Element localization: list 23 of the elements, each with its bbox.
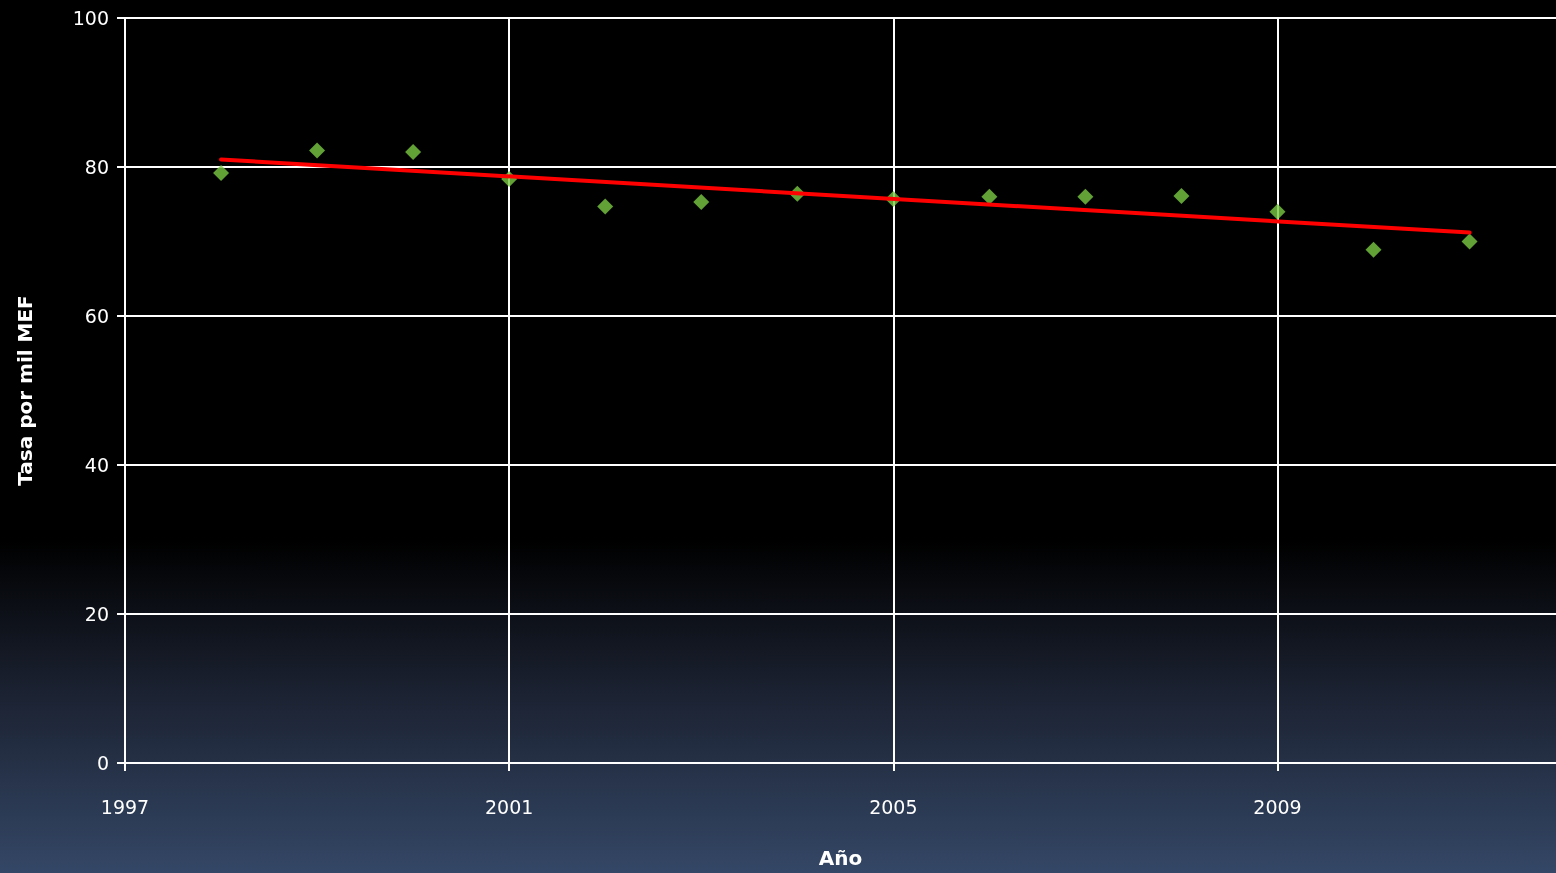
point	[1269, 203, 1286, 220]
x-tick-label: 2009	[1253, 795, 1302, 818]
point	[981, 188, 998, 205]
y-tick-label: 40	[84, 454, 109, 476]
point	[693, 194, 710, 211]
y-tick-label: 80	[84, 156, 109, 178]
point	[309, 142, 326, 159]
point	[1173, 188, 1190, 205]
y-tick-label: 0	[96, 752, 109, 774]
y-axis-title: Tasa por mil MEF	[13, 295, 37, 486]
point	[405, 144, 422, 161]
point	[1461, 233, 1478, 250]
y-tick-label: 20	[84, 603, 109, 625]
point	[597, 198, 614, 215]
y-tick-label: 60	[84, 305, 109, 327]
y-tick-label: 100	[72, 7, 109, 29]
x-tick-label: 2005	[869, 795, 918, 818]
point	[1365, 241, 1382, 258]
x-tick-label: 1997	[100, 795, 150, 818]
x-tick-label: 2001	[484, 795, 534, 818]
x-axis-title: Año	[818, 846, 863, 870]
point	[1077, 188, 1094, 205]
point	[213, 164, 230, 181]
